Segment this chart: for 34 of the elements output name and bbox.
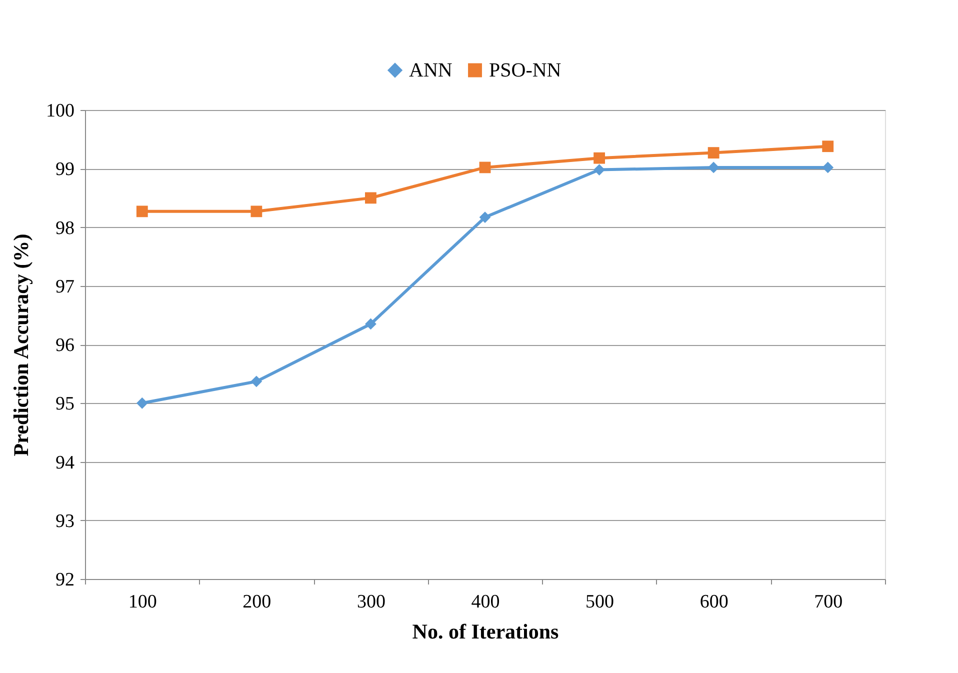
x-tick-label: 300 <box>356 592 386 612</box>
x-tick-label: 400 <box>471 592 500 612</box>
point <box>822 140 834 152</box>
point <box>708 147 720 158</box>
point <box>365 318 376 330</box>
legend-label: PSO-NN <box>489 59 562 82</box>
x-tick-label: 500 <box>586 592 614 612</box>
y-axis-title: Prediction Accuracy (%) <box>9 234 33 456</box>
y-tick-label: 98 <box>56 218 74 239</box>
point <box>136 206 148 218</box>
point <box>136 397 148 409</box>
y-tick-label: 100 <box>46 100 74 122</box>
point <box>822 162 834 174</box>
y-tick-label: 99 <box>56 159 74 180</box>
y-tick-label: 95 <box>56 394 74 415</box>
legend-label: ANN <box>409 59 452 82</box>
point <box>479 212 491 223</box>
point <box>250 206 262 218</box>
y-tick-label: 92 <box>56 570 74 590</box>
x-tick-label: 200 <box>242 592 272 612</box>
y-tick-label: 94 <box>56 452 75 474</box>
x-tick-label: 700 <box>814 592 843 612</box>
x-axis-title: No. of Iterations <box>412 620 559 644</box>
point <box>250 376 262 388</box>
x-tick-label: 600 <box>700 592 728 612</box>
point <box>594 152 605 164</box>
y-tick-label: 93 <box>56 510 74 532</box>
y-tick-label: 97 <box>56 276 74 298</box>
x-tick-label: 100 <box>128 592 157 612</box>
point <box>708 162 720 174</box>
point <box>479 162 491 174</box>
y-tick-label: 96 <box>56 335 74 356</box>
point <box>594 164 605 176</box>
point <box>365 192 376 204</box>
